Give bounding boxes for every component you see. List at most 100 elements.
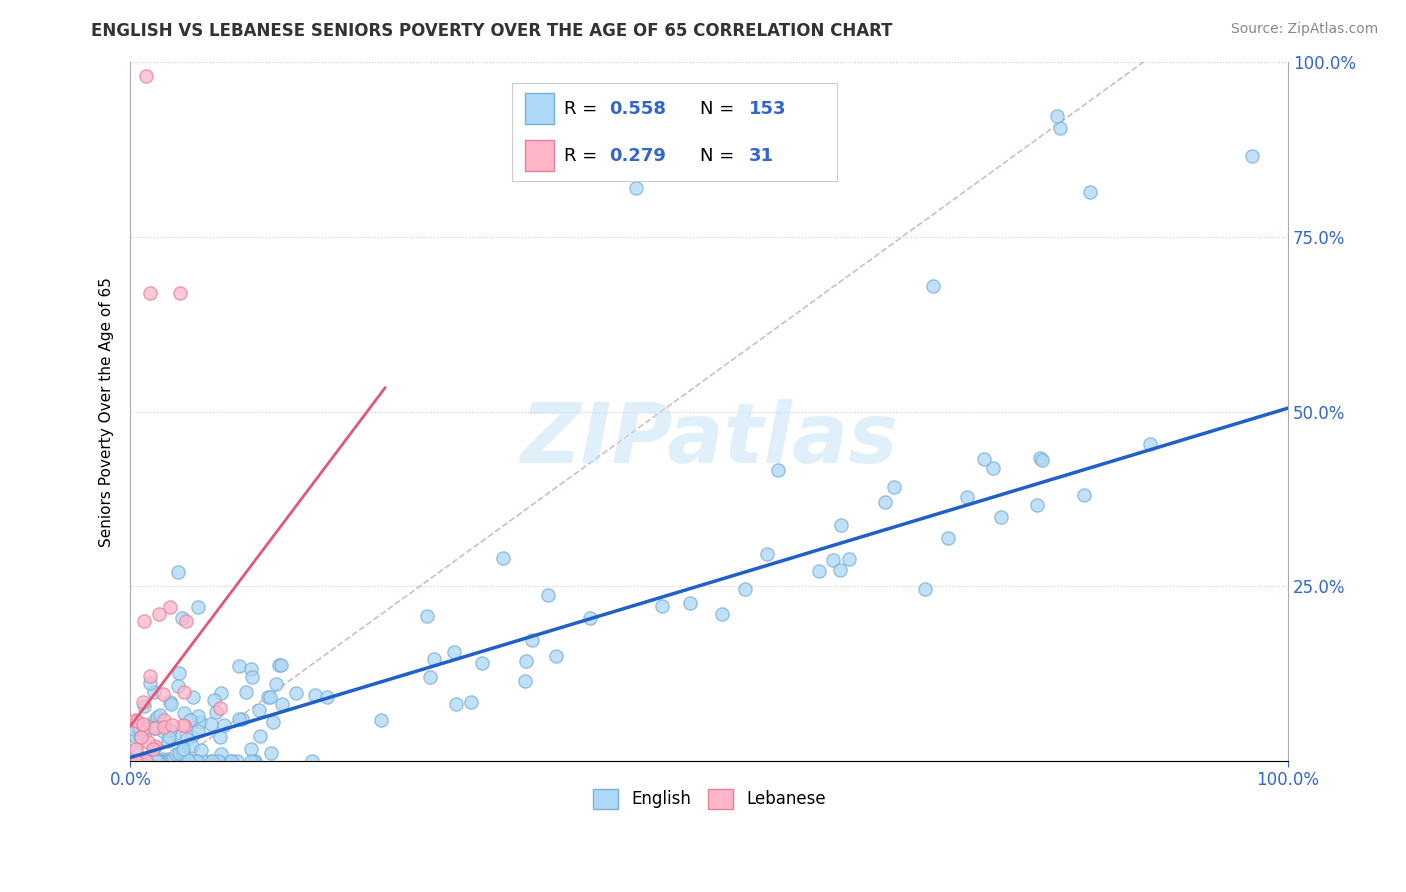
Point [188, 714, 211, 729]
Point [242, 754, 264, 768]
Point [245, 754, 267, 768]
Point [186, 709, 208, 723]
Point [200, 716, 222, 731]
Point [808, 564, 831, 578]
Point [138, 754, 160, 768]
Point [679, 596, 702, 610]
Point [129, 754, 152, 768]
Point [150, 754, 173, 768]
Point [260, 747, 283, 761]
Point [125, 714, 148, 729]
Point [172, 744, 194, 758]
Point [200, 754, 222, 768]
Point [163, 727, 186, 741]
Point [579, 611, 602, 625]
Point [990, 510, 1012, 524]
Point [146, 710, 169, 724]
Point [143, 721, 166, 735]
Point [157, 752, 180, 766]
Point [1073, 488, 1095, 502]
Point [190, 743, 212, 757]
Point [125, 754, 148, 768]
Text: Source: ZipAtlas.com: Source: ZipAtlas.com [1230, 22, 1378, 37]
Point [491, 550, 513, 565]
Point [125, 754, 148, 768]
Point [145, 754, 167, 768]
Point [157, 754, 180, 768]
Point [883, 480, 905, 494]
Point [169, 285, 191, 300]
Point [235, 685, 257, 699]
Point [212, 718, 235, 732]
Point [129, 730, 152, 744]
Point [124, 754, 146, 768]
Point [143, 739, 166, 753]
Point [768, 463, 790, 477]
Point [221, 754, 243, 768]
Point [172, 718, 194, 732]
Point [162, 754, 184, 768]
Point [181, 730, 204, 744]
Point [270, 657, 292, 672]
Point [134, 721, 156, 735]
Point [956, 490, 979, 504]
Point [148, 754, 170, 768]
Point [304, 688, 326, 702]
Point [142, 714, 165, 728]
Point [142, 684, 165, 698]
Point [711, 607, 734, 621]
Point [249, 730, 271, 744]
Point [125, 742, 148, 756]
Point [262, 715, 284, 730]
Point [167, 679, 190, 693]
Point [1049, 121, 1071, 136]
Point [316, 690, 339, 704]
Point [128, 721, 150, 735]
Point [423, 652, 446, 666]
Text: ZIPatlas: ZIPatlas [520, 399, 898, 480]
Point [156, 754, 179, 768]
Point [142, 749, 165, 764]
Point [443, 644, 465, 658]
Point [159, 600, 181, 615]
Point [180, 754, 202, 768]
Point [471, 657, 494, 671]
Point [202, 693, 225, 707]
Point [145, 754, 167, 768]
Point [1240, 149, 1263, 163]
Point [181, 739, 204, 753]
Point [149, 707, 172, 722]
Point [141, 719, 163, 733]
Point [159, 754, 181, 768]
Point [159, 698, 181, 712]
Point [444, 698, 467, 712]
Point [156, 734, 179, 748]
Point [240, 662, 263, 676]
Point [125, 731, 148, 745]
Point [209, 754, 232, 768]
Point [875, 495, 897, 509]
Point [176, 615, 198, 629]
Point [256, 690, 278, 704]
Point [139, 676, 162, 690]
Point [143, 739, 166, 754]
Y-axis label: Seniors Poverty Over the Age of 65: Seniors Poverty Over the Age of 65 [100, 277, 114, 547]
Point [157, 730, 180, 744]
Point [159, 723, 181, 737]
Point [828, 563, 851, 577]
Point [821, 553, 844, 567]
Point [152, 724, 174, 739]
Point [284, 686, 307, 700]
Point [122, 754, 145, 768]
Point [228, 712, 250, 726]
Point [138, 735, 160, 749]
Point [152, 687, 174, 701]
Point [179, 713, 201, 727]
Point [122, 754, 145, 768]
Point [207, 754, 229, 768]
Point [139, 669, 162, 683]
Point [172, 742, 194, 756]
Point [209, 730, 232, 744]
Point [1025, 499, 1047, 513]
Point [122, 723, 145, 737]
